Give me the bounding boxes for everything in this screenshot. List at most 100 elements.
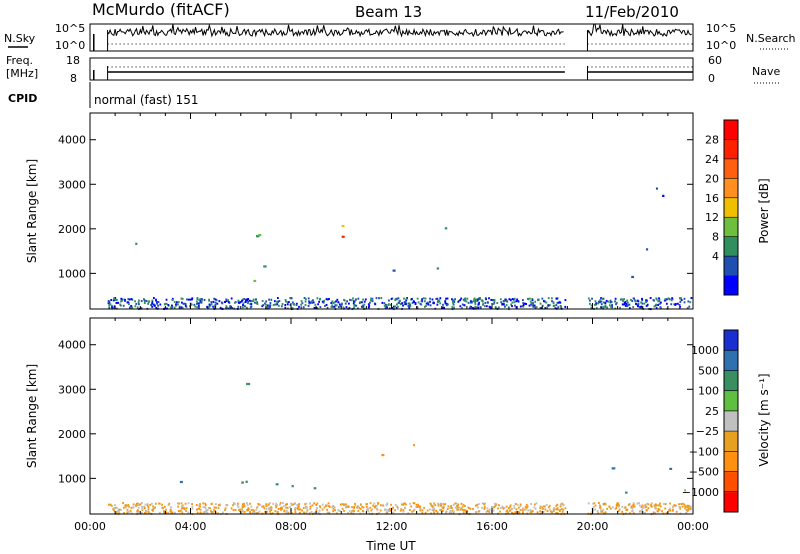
- range-cell: [674, 303, 677, 306]
- range-cell: [547, 297, 550, 300]
- freq-panel: Freq. [MHz] 18 8 60 0 Nave: [6, 54, 780, 85]
- range-cell: [599, 299, 601, 302]
- range-cell: [422, 297, 425, 300]
- range-cell: [275, 506, 278, 509]
- noise-tick-left-top: 10^5: [55, 22, 85, 35]
- range-cell: [442, 502, 444, 505]
- range-cell: [640, 307, 643, 310]
- range-cell: [402, 503, 405, 506]
- range-cell: [249, 511, 252, 514]
- range-cell: [390, 503, 392, 506]
- range-cell: [604, 511, 607, 514]
- range-cell: [352, 302, 355, 305]
- range-cell: [347, 512, 350, 515]
- range-cell: [444, 302, 447, 305]
- colorbar-segment: [724, 390, 738, 412]
- range-cell: [355, 304, 358, 307]
- range-cell: [616, 502, 619, 505]
- range-cell: [237, 299, 240, 302]
- range-cell: [253, 511, 256, 514]
- range-cell: [352, 300, 355, 303]
- range-cell: [265, 505, 268, 508]
- range-cell: [646, 303, 649, 306]
- range-cell: [143, 299, 146, 302]
- range-cell: [507, 507, 510, 510]
- range-cell: [167, 303, 170, 306]
- range-cell: [190, 303, 193, 306]
- range-cell: [479, 306, 482, 309]
- range-cell: [589, 299, 591, 302]
- range-cell: [335, 512, 338, 515]
- range-cell: [331, 506, 334, 509]
- range-cell: [255, 298, 257, 301]
- range-cell: [177, 505, 179, 508]
- range-cell: [357, 297, 360, 300]
- range-cell: [113, 297, 115, 300]
- range-cell: [637, 303, 640, 306]
- range-cell: [631, 507, 634, 510]
- range-cell: [445, 511, 447, 514]
- range-cell: [241, 509, 244, 512]
- range-cell: [276, 510, 279, 513]
- range-cell: [472, 307, 474, 310]
- range-cell: [187, 298, 190, 301]
- range-cell: [141, 507, 144, 510]
- range-cell: [301, 509, 303, 512]
- range-cell: [246, 382, 251, 386]
- range-cell: [362, 298, 365, 301]
- range-cell: [241, 508, 243, 511]
- range-cell: [684, 505, 687, 508]
- range-cell: [450, 511, 453, 514]
- range-cell: [114, 299, 117, 302]
- colorbar-segment: [724, 471, 738, 493]
- range-cell: [396, 505, 399, 508]
- range-cell: [299, 511, 301, 514]
- range-cell: [141, 505, 143, 508]
- range-cell: [402, 509, 405, 512]
- range-cell: [529, 509, 532, 512]
- range-cell: [270, 509, 273, 512]
- range-cell: [504, 299, 507, 302]
- range-cell: [630, 298, 632, 301]
- range-cell: [385, 511, 388, 514]
- range-cell: [370, 297, 372, 300]
- range-cell: [630, 506, 633, 509]
- range-cell: [532, 304, 535, 307]
- range-cell: [384, 307, 387, 310]
- range-cell: [461, 505, 464, 508]
- range-cell: [202, 506, 205, 509]
- range-cell: [388, 507, 391, 510]
- range-cell: [168, 502, 171, 505]
- range-cell: [561, 502, 564, 505]
- range-cell: [625, 491, 628, 494]
- range-cell: [207, 506, 210, 509]
- range-cell: [171, 305, 174, 308]
- range-cell: [535, 306, 538, 309]
- range-cell: [507, 511, 509, 514]
- range-cell: [407, 305, 410, 308]
- range-cell: [477, 306, 480, 309]
- range-cell: [262, 304, 265, 307]
- range-cell: [208, 298, 210, 301]
- range-cell: [204, 504, 207, 507]
- range-cell: [530, 503, 533, 506]
- range-cell: [343, 504, 345, 507]
- range-cell: [210, 510, 212, 513]
- range-cell: [597, 512, 599, 515]
- range-cell: [197, 302, 199, 305]
- range-cell: [261, 299, 264, 302]
- range-cell: [510, 303, 512, 306]
- range-cell: [128, 505, 130, 508]
- colorbar-tick-label: 25: [705, 405, 719, 418]
- range-cell: [502, 507, 505, 510]
- range-cell: [137, 504, 140, 507]
- range-cell: [492, 509, 495, 512]
- range-cell: [590, 307, 593, 310]
- range-cell: [459, 299, 462, 302]
- range-cell: [258, 510, 261, 513]
- range-cell: [447, 303, 449, 306]
- range-cell: [514, 511, 517, 514]
- range-cell: [144, 503, 147, 506]
- range-cell: [556, 301, 559, 304]
- range-cell: [116, 301, 118, 304]
